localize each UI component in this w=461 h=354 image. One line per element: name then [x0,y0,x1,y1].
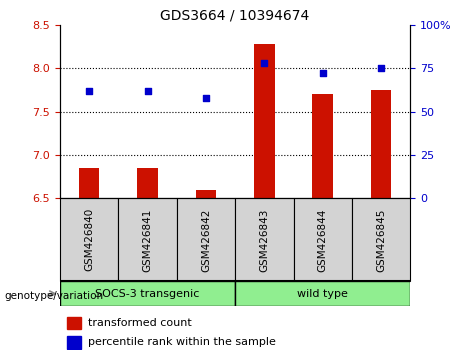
Point [202,95,210,101]
Point [378,65,385,71]
Text: GSM426845: GSM426845 [376,208,386,272]
Text: SOCS-3 transgenic: SOCS-3 transgenic [95,289,200,299]
Text: GSM426841: GSM426841 [142,208,153,272]
FancyBboxPatch shape [118,198,177,281]
FancyBboxPatch shape [177,198,235,281]
Text: GSM426840: GSM426840 [84,208,94,272]
Bar [371,90,391,198]
FancyBboxPatch shape [352,198,410,281]
FancyBboxPatch shape [60,281,235,306]
Bar [137,168,158,198]
Text: wild type: wild type [297,289,348,299]
Text: GSM426842: GSM426842 [201,208,211,272]
Text: percentile rank within the sample: percentile rank within the sample [88,337,276,347]
Title: GDS3664 / 10394674: GDS3664 / 10394674 [160,8,310,22]
FancyBboxPatch shape [235,198,294,281]
Text: genotype/variation: genotype/variation [5,291,104,301]
Text: GSM426844: GSM426844 [318,208,328,272]
FancyBboxPatch shape [60,198,118,281]
Bar [67,316,81,329]
Point [319,70,326,76]
Bar [79,168,100,198]
Point [260,60,268,66]
Text: GSM426843: GSM426843 [259,208,269,272]
Bar [313,94,333,198]
Point [144,88,151,93]
FancyBboxPatch shape [235,281,410,306]
Text: transformed count: transformed count [88,318,192,328]
Bar [195,190,216,198]
Bar [67,336,81,348]
FancyBboxPatch shape [294,198,352,281]
Bar [254,44,275,198]
Point [85,88,93,93]
